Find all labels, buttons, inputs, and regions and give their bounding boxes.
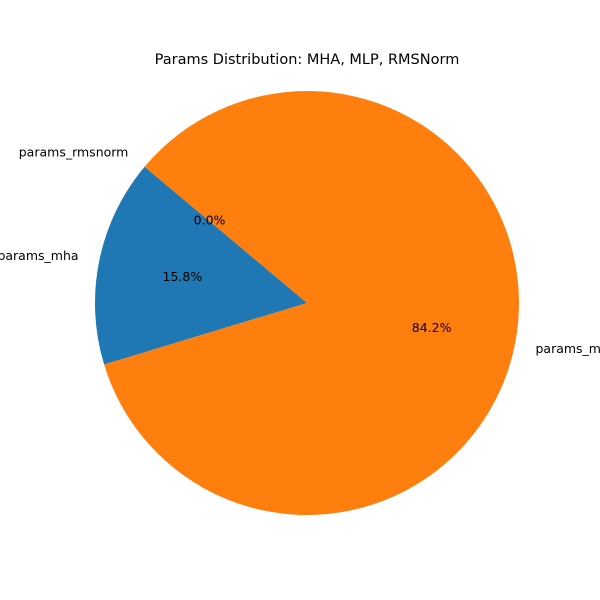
slice-label-params-mlp: params_mlp xyxy=(535,341,600,356)
pie-slice-params-mha xyxy=(94,166,308,365)
slices-layer xyxy=(94,91,519,516)
slice-label-params-rmsnorm: params_rmsnorm xyxy=(19,145,129,160)
labels-layer: params_mha 15.8% params_mlp 84.2% params_rms… xyxy=(0,145,600,357)
pie-slice-params-mlp xyxy=(104,91,519,516)
chart-title: Params Distribution: MHA, MLP, RMSNorm xyxy=(155,52,460,68)
pct-label-params-rmsnorm: 0.0% xyxy=(194,213,226,228)
pct-label-params-mha: 15.8% xyxy=(163,269,203,284)
pct-label-params-mlp: 84.2% xyxy=(412,320,452,335)
slice-label-params-mha: params_mha xyxy=(0,248,79,263)
